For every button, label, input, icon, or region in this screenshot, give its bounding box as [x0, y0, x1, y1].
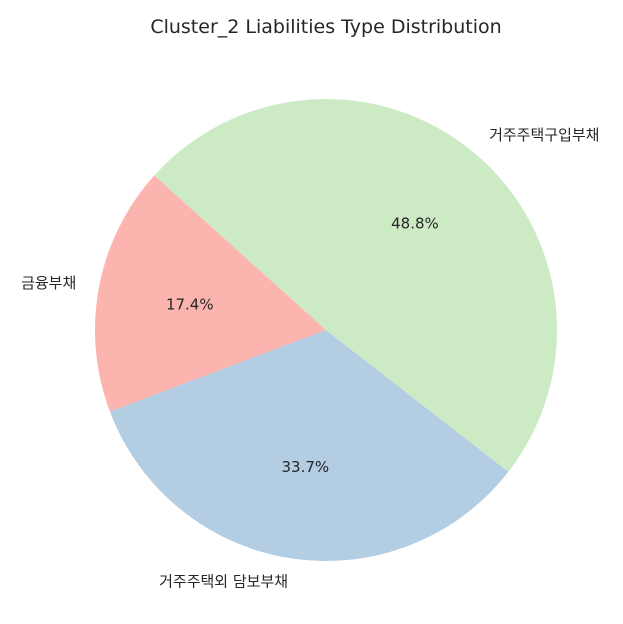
slice-percent-label: 33.7%	[282, 458, 330, 476]
slice-percent-label: 48.8%	[391, 215, 439, 233]
pie-slices	[94, 99, 557, 562]
slice-percent-label: 17.4%	[166, 295, 214, 313]
slice-category-label: 거주주택외 담보부채	[159, 572, 288, 590]
pie-slice	[109, 330, 509, 562]
slice-category-label: 금융부채	[21, 274, 76, 292]
chart-title: Cluster_2 Liabilities Type Distribution	[150, 16, 501, 38]
slice-category-label: 거주주택구입부채	[489, 126, 599, 144]
pie-slice	[94, 175, 326, 412]
pie-slice	[154, 99, 557, 472]
pie-labels: 17.4% 금융부채 33.7% 거주주택외 담보부채 48.8% 거주주택구입부채	[21, 126, 599, 590]
